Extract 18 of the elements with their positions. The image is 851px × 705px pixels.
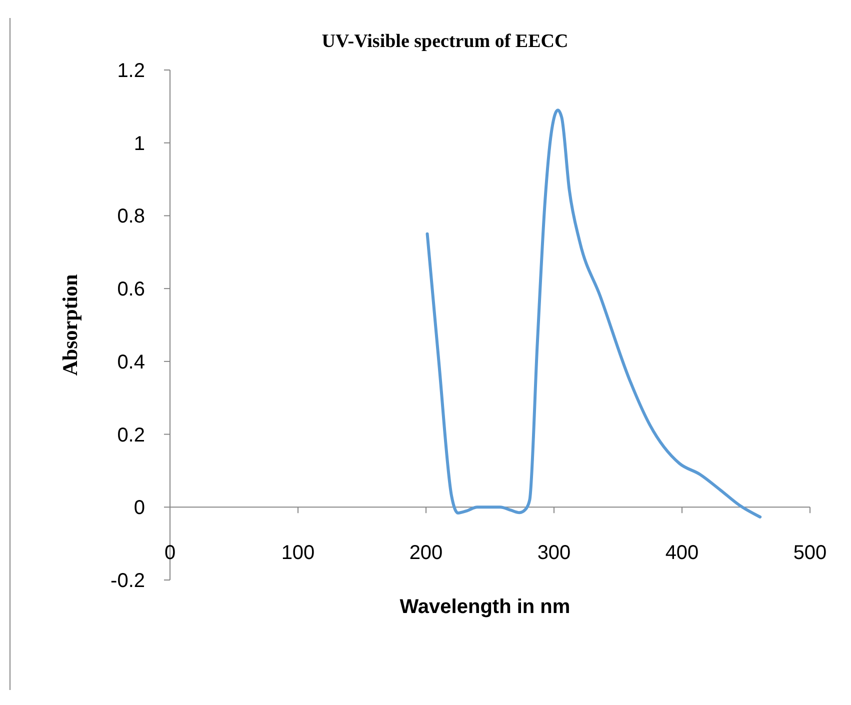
y-tick-label: -0.2 (110, 570, 145, 592)
x-tick-label: 500 (793, 542, 827, 564)
x-tick-label: 200 (409, 542, 443, 564)
x-axis-title: Wavelength in nm (400, 596, 570, 618)
chart-title: UV-Visible spectrum of EECC (322, 31, 568, 52)
x-tick-label: 400 (665, 542, 699, 564)
y-tick-label: 0.8 (117, 206, 145, 228)
y-tick-label: 1.2 (117, 60, 145, 82)
x-tick-label: 300 (537, 542, 571, 564)
y-tick-label: 0.4 (117, 351, 145, 374)
x-tick-label: 0 (164, 542, 176, 564)
y-tick-label: 0.6 (117, 278, 145, 301)
y-tick-label: 1 (134, 132, 145, 155)
y-tick-label: 0 (134, 497, 145, 520)
x-tick-label: 100 (281, 542, 315, 564)
y-tick-label: 0.2 (117, 424, 145, 446)
line-series (426, 108, 762, 518)
y-axis-title: Absorption (58, 274, 82, 376)
